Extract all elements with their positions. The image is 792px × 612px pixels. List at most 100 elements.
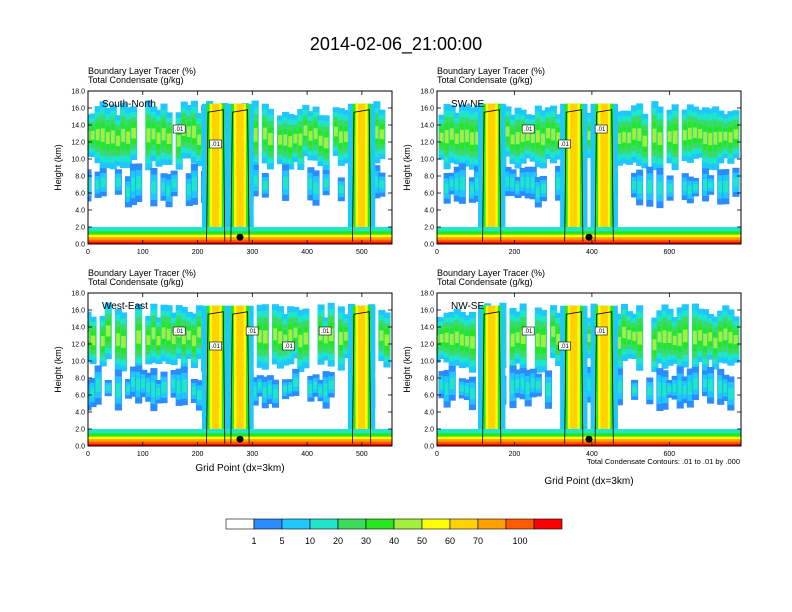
panel-name: West-East	[102, 301, 148, 312]
y-tick-label: 14.0	[420, 325, 434, 332]
contour-label: .01	[597, 329, 606, 335]
legend-swatch	[533, 518, 563, 530]
legend-swatch	[365, 518, 395, 530]
contour-label: .01	[175, 127, 184, 133]
contour-label: .01	[561, 142, 570, 148]
x-axis-label: Grid Point (dx=3km)	[544, 476, 633, 487]
y-tick-label: 4.0	[424, 208, 434, 215]
y-tick-label: 12.0	[71, 342, 85, 349]
x-tick-label: 500	[356, 451, 368, 458]
x-tick-label: 0	[435, 451, 439, 458]
y-tick-label: 12.0	[420, 342, 434, 349]
legend-label: 5	[279, 536, 284, 546]
station-marker	[585, 233, 593, 241]
panel-south-north: Boundary Layer Tracer (%)Total Condensat…	[53, 66, 393, 256]
contour-label: .01	[561, 344, 570, 350]
legend-swatch	[309, 518, 339, 530]
x-tick-label: 200	[509, 249, 521, 256]
x-tick-label: 300	[246, 249, 258, 256]
plot-frame	[436, 90, 742, 245]
y-tick-label: 8.0	[75, 174, 85, 181]
contour-label: .01	[284, 344, 293, 350]
legend-swatch	[449, 518, 479, 530]
y-tick-label: 4.0	[75, 410, 85, 417]
panel-condensate-label: Total Condensate (g/kg)	[437, 75, 533, 85]
legend-label: 10	[305, 536, 315, 546]
x-tick-label: 400	[586, 249, 598, 256]
panel-tracer-label: Boundary Layer Tracer (%)	[437, 66, 545, 76]
y-tick-label: 10.0	[420, 359, 434, 366]
plot-frame	[87, 90, 393, 245]
legend-label: 20	[333, 536, 343, 546]
legend-swatch	[281, 518, 311, 530]
contour-label: .01	[212, 344, 221, 350]
panel-tracer-label: Boundary Layer Tracer (%)	[88, 66, 196, 76]
tracer-field	[437, 91, 741, 244]
contour-label: .01	[175, 329, 184, 335]
y-tick-label: 14.0	[71, 325, 85, 332]
legend-swatch	[253, 518, 283, 530]
panel-nw-se: Boundary Layer Tracer (%) Total Condensat…	[402, 268, 742, 487]
panel-west-east: Boundary Layer Tracer (%)Total Condensat…	[53, 268, 393, 474]
y-tick-label: 2.0	[424, 225, 434, 232]
x-tick-label: 100	[137, 249, 149, 256]
x-tick-label: 200	[192, 249, 204, 256]
contour-info: Total Condensate Contours: .01 to .01 by…	[587, 457, 740, 466]
y-tick-label: 14.0	[420, 123, 434, 130]
legend-swatch	[477, 518, 507, 530]
contour-label: .01	[597, 127, 606, 133]
legend-label: 40	[389, 536, 399, 546]
tracer-field	[88, 293, 392, 446]
y-tick-label: 18.0	[420, 291, 434, 298]
y-tick-label: 2.0	[75, 225, 85, 232]
y-tick-label: 12.0	[71, 140, 85, 147]
y-tick-label: 16.0	[71, 308, 85, 315]
panel-sw-ne: Boundary Layer Tracer (%)Total Condensat…	[402, 66, 742, 256]
panel-condensate-label: Total Condensate (g/kg)	[88, 75, 184, 85]
y-tick-label: 0.0	[75, 444, 85, 451]
y-tick-label: 0.0	[75, 242, 85, 249]
panel-tracer-label: Boundary Layer Tracer (%)	[88, 268, 196, 278]
y-tick-label: 16.0	[420, 308, 434, 315]
y-tick-label: 6.0	[424, 393, 434, 400]
y-axis-label: Height (km)	[53, 346, 63, 393]
legend-label: 30	[361, 536, 371, 546]
y-tick-label: 16.0	[420, 106, 434, 113]
y-tick-label: 0.0	[424, 242, 434, 249]
panel-tracer-label: Boundary Layer Tracer (%)	[437, 268, 545, 278]
y-axis-label: Height (km)	[402, 144, 412, 191]
y-tick-label: 14.0	[71, 123, 85, 130]
y-tick-label: 8.0	[424, 174, 434, 181]
condensate-contour	[482, 311, 614, 444]
x-tick-label: 600	[664, 249, 676, 256]
x-tick-label: 0	[86, 249, 90, 256]
y-tick-label: 2.0	[75, 427, 85, 434]
x-tick-label: 0	[435, 249, 439, 256]
figure-title: 2014-02-06_21:00:00	[310, 34, 482, 55]
y-tick-label: 8.0	[75, 376, 85, 383]
y-tick-label: 0.0	[424, 444, 434, 451]
y-tick-label: 6.0	[75, 393, 85, 400]
plot-frame	[87, 292, 393, 447]
x-tick-label: 500	[356, 249, 368, 256]
y-tick-label: 16.0	[71, 106, 85, 113]
x-tick-label: 600	[664, 451, 676, 458]
y-tick-label: 10.0	[420, 157, 434, 164]
y-tick-label: 6.0	[424, 191, 434, 198]
station-marker	[236, 435, 244, 443]
plot-frame	[436, 292, 742, 447]
x-axis-label: Grid Point (dx=3km)	[195, 463, 284, 474]
y-tick-label: 4.0	[424, 410, 434, 417]
y-tick-label: 10.0	[71, 157, 85, 164]
contour-label: .01	[524, 127, 533, 133]
panel-name: NW-SE	[451, 301, 484, 312]
y-axis-label: Height (km)	[53, 144, 63, 191]
condensate-contour	[206, 109, 372, 242]
contour-label: .01	[212, 142, 221, 148]
condensate-contour	[482, 109, 614, 242]
legend-label: 100	[512, 536, 527, 546]
x-tick-label: 400	[301, 451, 313, 458]
panel-name: SW-NE	[451, 99, 484, 110]
legend-swatch	[337, 518, 367, 530]
legend-label: 50	[417, 536, 427, 546]
